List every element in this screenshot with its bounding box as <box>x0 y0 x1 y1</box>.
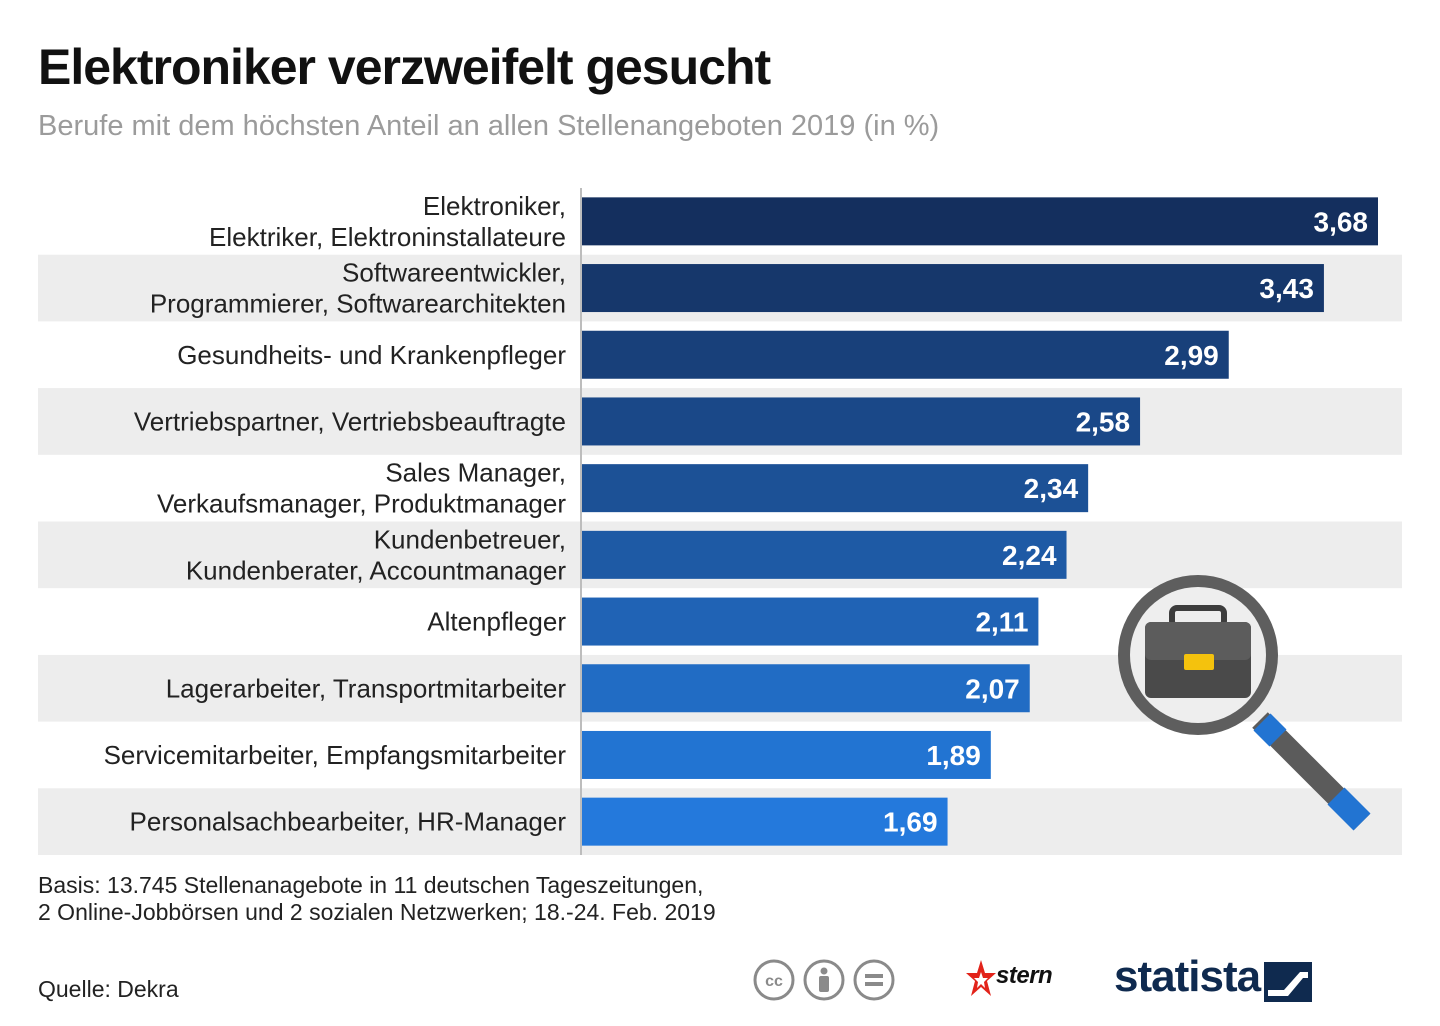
category-label: Personalsachbearbeiter, HR-Manager <box>130 807 567 837</box>
license-icons: cc <box>753 959 895 1001</box>
bar-value-label: 2,07 <box>965 673 1020 704</box>
cc-icon: cc <box>753 959 795 1001</box>
category-label: Servicemitarbeiter, Empfangsmitarbeiter <box>104 740 567 770</box>
bar-value-label: 2,58 <box>1076 406 1131 437</box>
category-label: Kundenberater, Accountmanager <box>186 555 567 585</box>
bar-value-label: 3,43 <box>1259 273 1314 304</box>
category-label: Elektroniker, <box>423 191 566 221</box>
stern-wordmark: stern <box>996 962 1053 989</box>
basis-note-line1: Basis: 13.745 Stellenanagebote in 11 deu… <box>38 872 704 898</box>
bar <box>582 197 1378 246</box>
bar <box>582 530 1067 579</box>
category-label: Elektriker, Elektroninstallateure <box>209 222 566 252</box>
bar <box>582 264 1324 313</box>
by-icon <box>803 959 845 1001</box>
chart-title: Elektroniker verzweifelt gesucht <box>38 39 771 95</box>
category-label: Vertriebspartner, Vertriebsbeauftragte <box>134 406 566 436</box>
bar <box>582 730 991 779</box>
statista-mark-icon <box>1264 962 1312 1002</box>
category-label: Lagerarbeiter, Transportmitarbeiter <box>166 673 567 703</box>
basis-note-line2: 2 Online-Jobbörsen und 2 sozialen Netzwe… <box>38 899 716 925</box>
bar-value-label: 1,69 <box>883 807 938 838</box>
basis-note: Basis: 13.745 Stellenanagebote in 11 deu… <box>38 872 716 926</box>
category-label: Verkaufsmanager, Produktmanager <box>157 489 566 519</box>
category-label: Programmierer, Softwarearchitekten <box>150 289 566 319</box>
bar-value-label: 2,11 <box>975 607 1028 638</box>
magnifier-briefcase-icon <box>1118 575 1371 831</box>
bar <box>582 464 1089 513</box>
source-label: Quelle: Dekra <box>38 976 179 1002</box>
stern-star-icon <box>966 960 996 996</box>
statista-logo: statista <box>1114 950 1324 1010</box>
bar-value-label: 2,24 <box>1002 540 1057 571</box>
bar-value-label: 2,34 <box>1024 473 1079 504</box>
bar <box>582 797 948 846</box>
stern-logo: stern <box>966 958 1086 1004</box>
bar <box>582 397 1141 446</box>
nd-icon <box>853 959 895 1001</box>
bar <box>582 330 1229 379</box>
bar-value-label: 3,68 <box>1314 206 1369 237</box>
category-label: Softwareentwickler, <box>342 258 566 288</box>
category-label: Altenpfleger <box>427 607 566 637</box>
bar-value-label: 1,89 <box>926 740 981 771</box>
category-label: Sales Manager, <box>385 458 566 488</box>
bar <box>582 597 1039 646</box>
statista-wordmark: statista <box>1114 952 1261 1001</box>
bar <box>582 664 1030 713</box>
bar-value-label: 2,99 <box>1164 340 1219 371</box>
bar-chart: 3,68 Elektroniker,Elektriker, Elektronins… <box>38 188 1402 855</box>
category-label: Gesundheits- und Krankenpfleger <box>177 340 566 370</box>
category-label: Kundenbetreuer, <box>374 524 566 554</box>
svg-text:cc: cc <box>765 973 783 990</box>
chart-subtitle: Berufe mit dem höchsten Anteil an allen … <box>38 110 940 142</box>
